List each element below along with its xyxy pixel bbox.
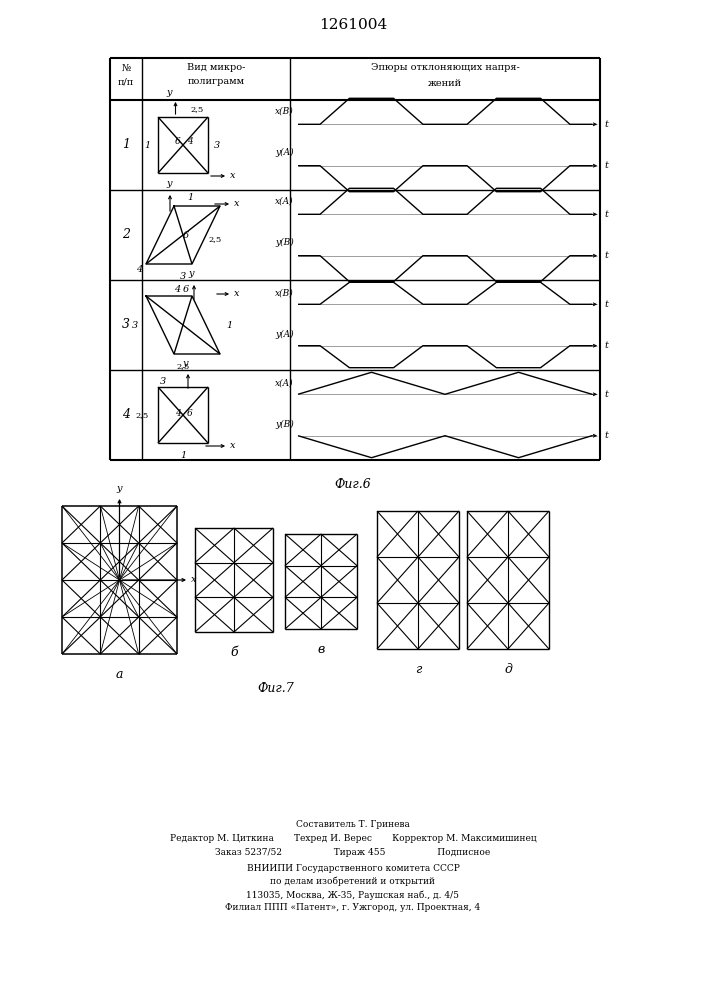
Text: Вид микро-: Вид микро-: [187, 64, 245, 73]
Text: 4: 4: [174, 286, 180, 294]
Text: 113035, Москва, Ж-35, Раушская наб., д. 4/5: 113035, Москва, Ж-35, Раушская наб., д. …: [247, 890, 460, 900]
Text: t: t: [604, 120, 608, 129]
Text: 4: 4: [122, 408, 130, 422]
Text: x: x: [230, 172, 235, 180]
Text: 2,5: 2,5: [208, 235, 221, 243]
Text: 2,5: 2,5: [190, 105, 204, 113]
Text: 2,5: 2,5: [136, 411, 149, 419]
Text: x(A): x(A): [275, 379, 294, 388]
Text: y(A): y(A): [275, 148, 294, 157]
Text: t: t: [604, 431, 608, 440]
Text: y(A): y(A): [275, 330, 294, 339]
Text: полиграмм: полиграмм: [187, 78, 245, 87]
Text: 1: 1: [122, 138, 130, 151]
Text: Филиал ППП «Патент», г. Ужгород, ул. Проектная, 4: Филиал ППП «Патент», г. Ужгород, ул. Про…: [226, 903, 481, 912]
Text: 3: 3: [132, 320, 138, 330]
Text: x(B): x(B): [275, 107, 294, 116]
Text: y: y: [166, 179, 172, 188]
Text: y(B): y(B): [275, 238, 294, 247]
Text: б: б: [230, 646, 238, 659]
Text: 3: 3: [160, 376, 166, 385]
Text: Составитель Т. Гринева: Составитель Т. Гринева: [296, 820, 410, 829]
Text: t: t: [604, 161, 608, 170]
Text: x(B): x(B): [275, 289, 294, 298]
Text: 6: 6: [187, 408, 193, 418]
Text: по делам изобретений и открытий: по делам изобретений и открытий: [271, 877, 436, 886]
Text: 1: 1: [180, 451, 186, 460]
Text: в: в: [317, 643, 325, 656]
Text: 1: 1: [187, 194, 193, 202]
Text: 6: 6: [183, 231, 189, 239]
Text: Редактор М. Циткина       Техред И. Верес       Корректор М. Максимишинец: Редактор М. Циткина Техред И. Верес Корр…: [170, 834, 537, 843]
Text: ВНИИПИ Государственного комитета СССР: ВНИИПИ Государственного комитета СССР: [247, 864, 460, 873]
Text: 2,5: 2,5: [176, 362, 189, 370]
Text: x: x: [234, 290, 240, 298]
Text: 3: 3: [122, 318, 130, 332]
Text: y(B): y(B): [275, 420, 294, 429]
Text: 4: 4: [175, 408, 181, 418]
Text: Фиг.6: Фиг.6: [334, 478, 371, 491]
Text: y: y: [182, 359, 188, 368]
Text: t: t: [604, 210, 608, 219]
Text: 4: 4: [136, 264, 142, 273]
Text: x: x: [234, 200, 240, 209]
Text: №: №: [122, 64, 131, 73]
Text: y: y: [166, 88, 172, 97]
Text: y: y: [117, 484, 122, 493]
Text: t: t: [604, 251, 608, 260]
Text: 6: 6: [183, 286, 189, 294]
Text: а: а: [116, 668, 123, 681]
Text: Эпюры отклоняющих напря-: Эпюры отклоняющих напря-: [370, 64, 520, 73]
Text: г: г: [415, 663, 421, 676]
Text: 3: 3: [180, 272, 186, 281]
Text: t: t: [604, 341, 608, 350]
Text: t: t: [604, 300, 608, 309]
Text: 2: 2: [122, 229, 130, 241]
Text: t: t: [604, 390, 608, 399]
Text: 1: 1: [226, 320, 233, 330]
Text: Фиг.7: Фиг.7: [257, 682, 294, 695]
Text: жений: жений: [428, 80, 462, 89]
Text: 1: 1: [145, 140, 151, 149]
Text: 3: 3: [214, 140, 221, 149]
Text: 1261004: 1261004: [319, 18, 387, 32]
Text: Заказ 5237/52                  Тираж 455                  Подписное: Заказ 5237/52 Тираж 455 Подписное: [216, 848, 491, 857]
Text: д: д: [504, 663, 512, 676]
Text: 6: 6: [175, 137, 181, 146]
Text: x: x: [230, 442, 235, 450]
Text: п/п: п/п: [118, 78, 134, 87]
Text: y: y: [188, 269, 194, 278]
Text: x(A): x(A): [275, 197, 294, 206]
Text: 4: 4: [187, 137, 193, 146]
Text: x: x: [191, 576, 197, 584]
